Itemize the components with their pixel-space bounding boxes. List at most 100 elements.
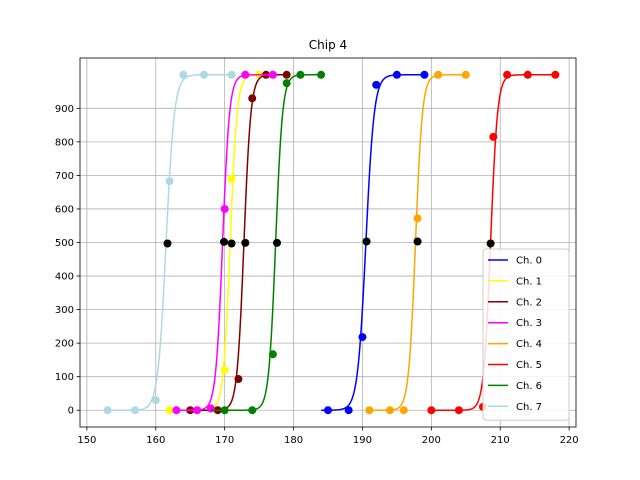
legend-entry: Ch. 4	[488, 339, 542, 350]
data-point	[227, 70, 236, 79]
half-point-marker	[486, 239, 495, 248]
data-point	[200, 70, 208, 79]
series-7	[103, 70, 236, 415]
data-point	[399, 406, 408, 415]
legend-label: Ch. 3	[516, 318, 542, 329]
data-point	[234, 375, 243, 384]
data-point	[151, 396, 160, 405]
y-tick-label: 200	[55, 339, 74, 350]
data-point	[372, 80, 381, 89]
x-tick-label: 210	[491, 435, 510, 446]
series-group	[103, 70, 560, 415]
data-point	[413, 214, 422, 223]
legend-entry: Ch. 0	[488, 256, 542, 267]
data-point	[165, 177, 174, 186]
data-point	[386, 406, 394, 415]
data-point	[365, 406, 374, 415]
data-point	[268, 70, 277, 79]
legend-label: Ch. 1	[516, 276, 542, 287]
data-point	[317, 70, 326, 79]
x-tick-label: 180	[284, 435, 303, 446]
legend-label: Ch. 5	[516, 360, 542, 371]
data-point	[461, 70, 470, 79]
y-tick-label: 900	[55, 104, 74, 115]
data-point	[103, 406, 112, 415]
data-point	[227, 174, 236, 183]
legend-label: Ch. 6	[516, 381, 542, 392]
data-point	[282, 79, 291, 88]
legend-entry: Ch. 1	[488, 276, 542, 287]
series-line	[321, 74, 425, 411]
half-point-marker	[413, 237, 422, 246]
series-line	[107, 74, 232, 411]
data-point	[241, 70, 250, 79]
x-tick-label: 160	[146, 435, 165, 446]
data-point	[358, 333, 367, 342]
data-point	[131, 406, 140, 415]
x-tick-label: 150	[77, 435, 96, 446]
data-point	[392, 70, 401, 79]
y-tick-label: 0	[68, 406, 74, 417]
series-line	[176, 74, 273, 411]
y-tick-label: 100	[55, 372, 74, 383]
series-0	[321, 70, 429, 415]
series-6	[210, 70, 326, 415]
data-point	[220, 406, 229, 415]
y-tick-label: 500	[55, 238, 74, 249]
legend-entry: Ch. 5	[488, 360, 542, 371]
half-point-marker	[241, 238, 250, 247]
data-point	[489, 132, 498, 141]
half-point-marker	[227, 239, 236, 248]
series-line	[431, 74, 556, 411]
x-tick-label: 190	[353, 435, 372, 446]
data-point	[344, 406, 353, 415]
data-point	[206, 404, 215, 413]
y-tick-label: 800	[55, 137, 74, 148]
series-line	[369, 74, 466, 411]
data-point	[165, 406, 174, 415]
y-tick-label: 700	[55, 171, 74, 182]
half-point-marker	[163, 239, 172, 248]
half-point-marker	[273, 238, 282, 247]
data-point	[434, 70, 443, 79]
data-point	[324, 406, 332, 415]
x-tick-label: 170	[215, 435, 234, 446]
data-point	[220, 204, 229, 213]
data-point	[172, 406, 181, 415]
data-point	[420, 70, 429, 79]
legend-label: Ch. 0	[516, 256, 542, 267]
data-point	[523, 70, 532, 79]
half-point-marker	[362, 237, 371, 246]
data-point	[248, 94, 257, 103]
data-point	[282, 70, 291, 79]
half-point-marker	[219, 237, 228, 246]
axes: 150 160 170 180 190 200 210 220 0 100 200 300 400 500…	[55, 57, 579, 446]
data-point	[296, 70, 305, 79]
y-tick-label: 600	[55, 204, 74, 215]
data-point	[551, 70, 560, 79]
data-point	[427, 406, 436, 415]
legend-label: Ch. 4	[516, 339, 542, 350]
legend-entry: Ch. 2	[488, 297, 542, 308]
half-points	[163, 237, 495, 248]
legend-entry: Ch. 7	[488, 402, 542, 413]
legend-entry: Ch. 3	[488, 318, 542, 329]
data-point	[220, 365, 229, 374]
y-tick-label: 400	[55, 272, 74, 283]
series-3	[172, 70, 277, 415]
data-point	[179, 70, 188, 79]
data-point	[268, 350, 277, 359]
data-point	[454, 406, 463, 415]
y-tick-label: 300	[55, 305, 74, 316]
legend-label: Ch. 7	[516, 402, 542, 413]
data-point	[248, 406, 257, 415]
legend: Ch. 0 Ch. 1 Ch. 2 Ch. 3 Ch. 4 Ch. 5 Ch. 6 Ch. 7	[482, 248, 570, 421]
data-point	[503, 70, 512, 79]
legend-label: Ch. 2	[516, 297, 542, 308]
chart-title: Chip 4	[309, 38, 347, 52]
legend-entry: Ch. 6	[488, 381, 542, 392]
legend-box	[482, 248, 570, 421]
x-tick-label: 200	[422, 435, 441, 446]
data-point	[193, 406, 202, 415]
